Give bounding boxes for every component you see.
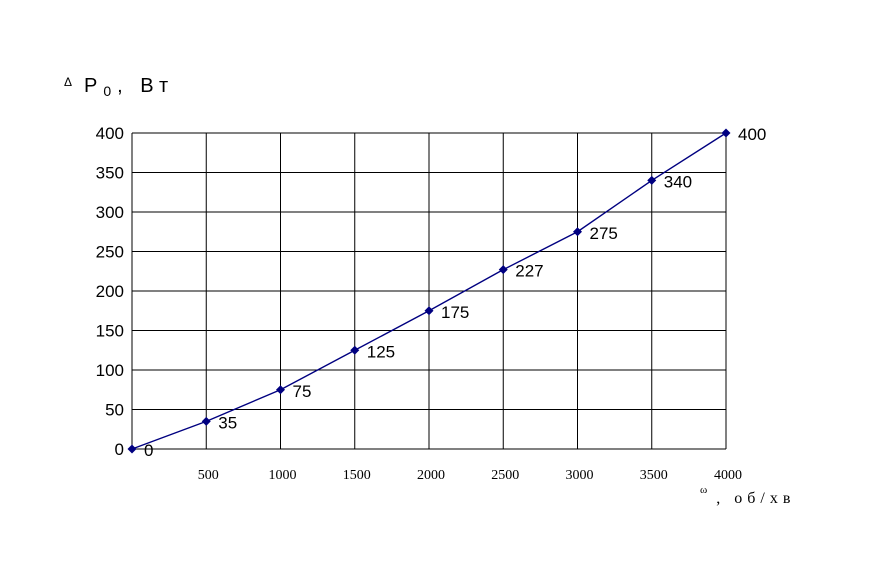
x-axis-ticks: 500 1000 1500 2000 2500 3000 3500 4000: [198, 468, 742, 483]
data-point-2: [276, 385, 285, 395]
y-axis-label-delta: Δ: [64, 75, 78, 89]
x-axis-label: ω , об/хв: [700, 484, 795, 507]
data-label-1: 35: [218, 413, 237, 432]
y-tick-label-0: 0: [115, 440, 124, 459]
grid: [131, 132, 727, 450]
data-labels: 0 35 75 125 175 227 275 340 400: [144, 125, 766, 460]
y-axis-label: Δ Р0, Вт: [64, 75, 174, 99]
y-tick-label-2: 100: [96, 361, 124, 380]
y-tick-label-4: 200: [96, 282, 124, 301]
x-tick-label-7: 4000: [714, 468, 742, 483]
data-point-6: [573, 227, 582, 237]
x-tick-label-2: 1500: [343, 468, 371, 483]
y-axis-label-main: Р: [84, 75, 103, 97]
x-tick-label-5: 3000: [566, 468, 594, 483]
data-point-8: [721, 128, 731, 138]
data-label-8: 400: [738, 125, 766, 144]
x-tick-label-6: 3500: [640, 468, 668, 483]
y-tick-label-5: 250: [96, 243, 124, 262]
data-label-7: 340: [664, 172, 692, 191]
y-tick-label-8: 400: [96, 124, 124, 143]
data-point-3: [350, 345, 360, 355]
y-axis-label-rest: , Вт: [117, 75, 174, 97]
x-tick-label-3: 2000: [417, 468, 445, 483]
data-label-2: 75: [293, 382, 312, 401]
data-point-5: [498, 265, 508, 275]
y-axis-ticks: 0 50 100 150 200 250 300 350 400: [96, 124, 124, 459]
y-tick-label-7: 350: [96, 164, 124, 183]
data-label-5: 227: [515, 262, 543, 281]
series: [127, 128, 731, 454]
data-label-0: 0: [144, 441, 153, 460]
data-label-4: 175: [441, 303, 469, 322]
data-point-0: [127, 444, 137, 454]
y-tick-label-1: 50: [105, 401, 124, 420]
y-axis-label-sub: 0: [103, 83, 117, 99]
y-tick-label-6: 300: [96, 203, 124, 222]
x-tick-label-4: 2500: [491, 468, 519, 483]
x-tick-label-1: 1000: [269, 468, 297, 483]
y-tick-label-3: 150: [96, 322, 124, 341]
data-point-4: [424, 306, 434, 316]
x-axis-label-symbol: ω: [700, 484, 712, 496]
data-point-7: [647, 175, 657, 185]
data-label-6: 275: [590, 224, 618, 243]
data-point-1: [201, 416, 211, 426]
x-axis-label-rest: , об/хв: [716, 490, 795, 507]
data-label-3: 125: [367, 342, 395, 361]
x-tick-label-0: 500: [198, 468, 219, 483]
